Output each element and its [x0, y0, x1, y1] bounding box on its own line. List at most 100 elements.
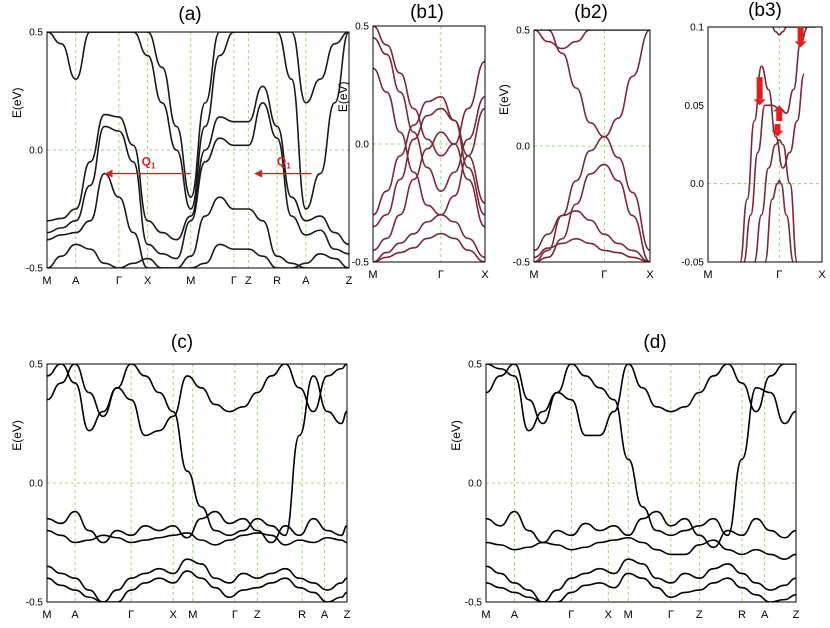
- band-line-band1: [739, 65, 805, 262]
- band-line-band6: [486, 572, 796, 602]
- kpoint-label: Z: [254, 609, 261, 621]
- y-tick-label: -0.5: [465, 598, 483, 609]
- band-line-band2: [47, 101, 349, 260]
- kpoint-label: M: [42, 275, 51, 287]
- kpoint-label: X: [605, 609, 613, 621]
- bands-b2: [534, 30, 650, 262]
- kpoint-label: Z: [696, 609, 703, 621]
- kpoint-label: X: [481, 269, 489, 281]
- y-tick-label: -0.5: [513, 258, 531, 269]
- y-tick-label: -0.5: [26, 598, 44, 609]
- panel-a: (a)0.50.0-0.5E(eV)M A Γ X M Γ Z R A ZQ1 Q1: [10, 4, 353, 287]
- band-line-band3: [486, 510, 796, 549]
- panel-b2: (b2) 0.5 0.0 -0.5 E(eV) M Γ X: [497, 2, 654, 281]
- y-tick-label: 0.0: [690, 179, 704, 190]
- q1-letter: Q: [277, 155, 286, 169]
- q1-arrow-head: [254, 169, 263, 178]
- y-tick-label: 0.5: [355, 22, 369, 33]
- y-tick-label: 0.0: [29, 479, 43, 490]
- kpoint-label: M: [624, 609, 633, 621]
- panel-c: (c)0.50.0-0.5E(eV)M A Γ X M Γ Z R A Z: [10, 332, 351, 621]
- y-tick-label: 0.0: [516, 142, 530, 153]
- kpoint-label: X: [169, 609, 177, 621]
- kpoint-label: A: [71, 609, 79, 621]
- plot-frame-b2: [533, 29, 651, 263]
- band-line-band6: [47, 570, 347, 602]
- band-line-band5: [47, 558, 347, 602]
- y-axis-label-b2: E(eV): [497, 84, 511, 115]
- red-arrow-shaft: [797, 27, 804, 42]
- band-line-band3: [534, 163, 650, 262]
- band-line-band3: [373, 107, 485, 228]
- red-arrow-shaft: [774, 124, 781, 131]
- kpoint-label: M: [368, 269, 377, 281]
- kpoint-label: A: [321, 609, 329, 621]
- kpoint-label: Z: [346, 275, 353, 287]
- y-tick-label: 0.0: [29, 146, 43, 157]
- band-line-band1: [373, 26, 485, 157]
- kpoint-label: Z: [344, 609, 351, 621]
- kpoint-label: M: [529, 269, 538, 281]
- red-arrow-head: [794, 41, 807, 48]
- kpoint-label: X: [818, 269, 826, 281]
- band-line-band4: [486, 536, 796, 560]
- kpoint-label: Z: [245, 275, 252, 287]
- band-line-band1: [534, 30, 650, 138]
- y-tick-label: 0.0: [468, 479, 482, 490]
- y-tick-label: 0.5: [29, 28, 43, 39]
- plot-frame-b3: [707, 26, 823, 263]
- kpoint-label: X: [144, 275, 152, 287]
- q1-subscript: 1: [151, 162, 156, 171]
- q1-annotation-label: Q1: [277, 155, 291, 171]
- bands-c: [47, 364, 347, 602]
- panel-title-b2: (b2): [574, 2, 608, 23]
- panel-b3: (b3) 0.1 0.05 0.0 -0.05M Γ X: [681, 0, 826, 281]
- y-axis-label-a: E(eV): [10, 87, 24, 118]
- band-line-band5: [373, 213, 485, 262]
- bands-d: [486, 364, 796, 602]
- y-tick-label: 0.5: [516, 26, 530, 37]
- kpoint-label: M: [188, 609, 197, 621]
- kpoint-label: A: [761, 609, 769, 621]
- bands-b1: [373, 26, 485, 262]
- kpoint-label: Γ: [232, 609, 238, 621]
- band-line-band2: [486, 364, 796, 437]
- plot-frame-b1: [372, 25, 486, 263]
- red-arrow-head: [771, 130, 784, 137]
- band-line-band1: [486, 364, 796, 537]
- red-arrow-shaft: [756, 77, 763, 100]
- y-tick-label: -0.5: [352, 258, 370, 269]
- band-line-band5: [486, 558, 796, 602]
- panel-title-c: (c): [171, 332, 193, 353]
- band-line-band2: [534, 135, 650, 262]
- panel-title-d: (d): [643, 332, 666, 353]
- kpoint-label: A: [72, 275, 80, 287]
- band-line-band6: [534, 30, 650, 50]
- q1-subscript: 1: [286, 162, 291, 171]
- kpoint-label: R: [273, 275, 281, 287]
- kpoint-label: Γ: [601, 269, 607, 281]
- band-line-band5: [47, 32, 349, 199]
- y-axis-label-b1: E(eV): [336, 81, 350, 112]
- band-line-band4: [373, 131, 485, 251]
- q1-annotation-label: Q1: [142, 155, 156, 171]
- band-line-band4: [534, 210, 650, 262]
- q1-letter: Q: [142, 155, 151, 169]
- kpoint-label: Γ: [776, 269, 782, 281]
- kpoint-label: R: [738, 609, 746, 621]
- band-line-band4: [764, 179, 795, 262]
- kpoint-label: Γ: [231, 275, 237, 287]
- y-tick-label: 0.5: [468, 360, 482, 371]
- kpoint-label: Γ: [116, 275, 122, 287]
- band-line-band2: [742, 27, 809, 262]
- y-axis-label-c: E(eV): [10, 420, 24, 451]
- kpoint-label: Γ: [568, 609, 574, 621]
- y-tick-label: -0.05: [681, 258, 704, 269]
- kpoint-label: A: [511, 609, 519, 621]
- bands-b3: [739, 27, 815, 262]
- plot-frame-a: [46, 31, 350, 269]
- band-line-band5: [771, 27, 815, 36]
- band-line-band7: [373, 67, 485, 216]
- kpoint-label: Z: [793, 609, 800, 621]
- band-line-band1: [47, 85, 349, 246]
